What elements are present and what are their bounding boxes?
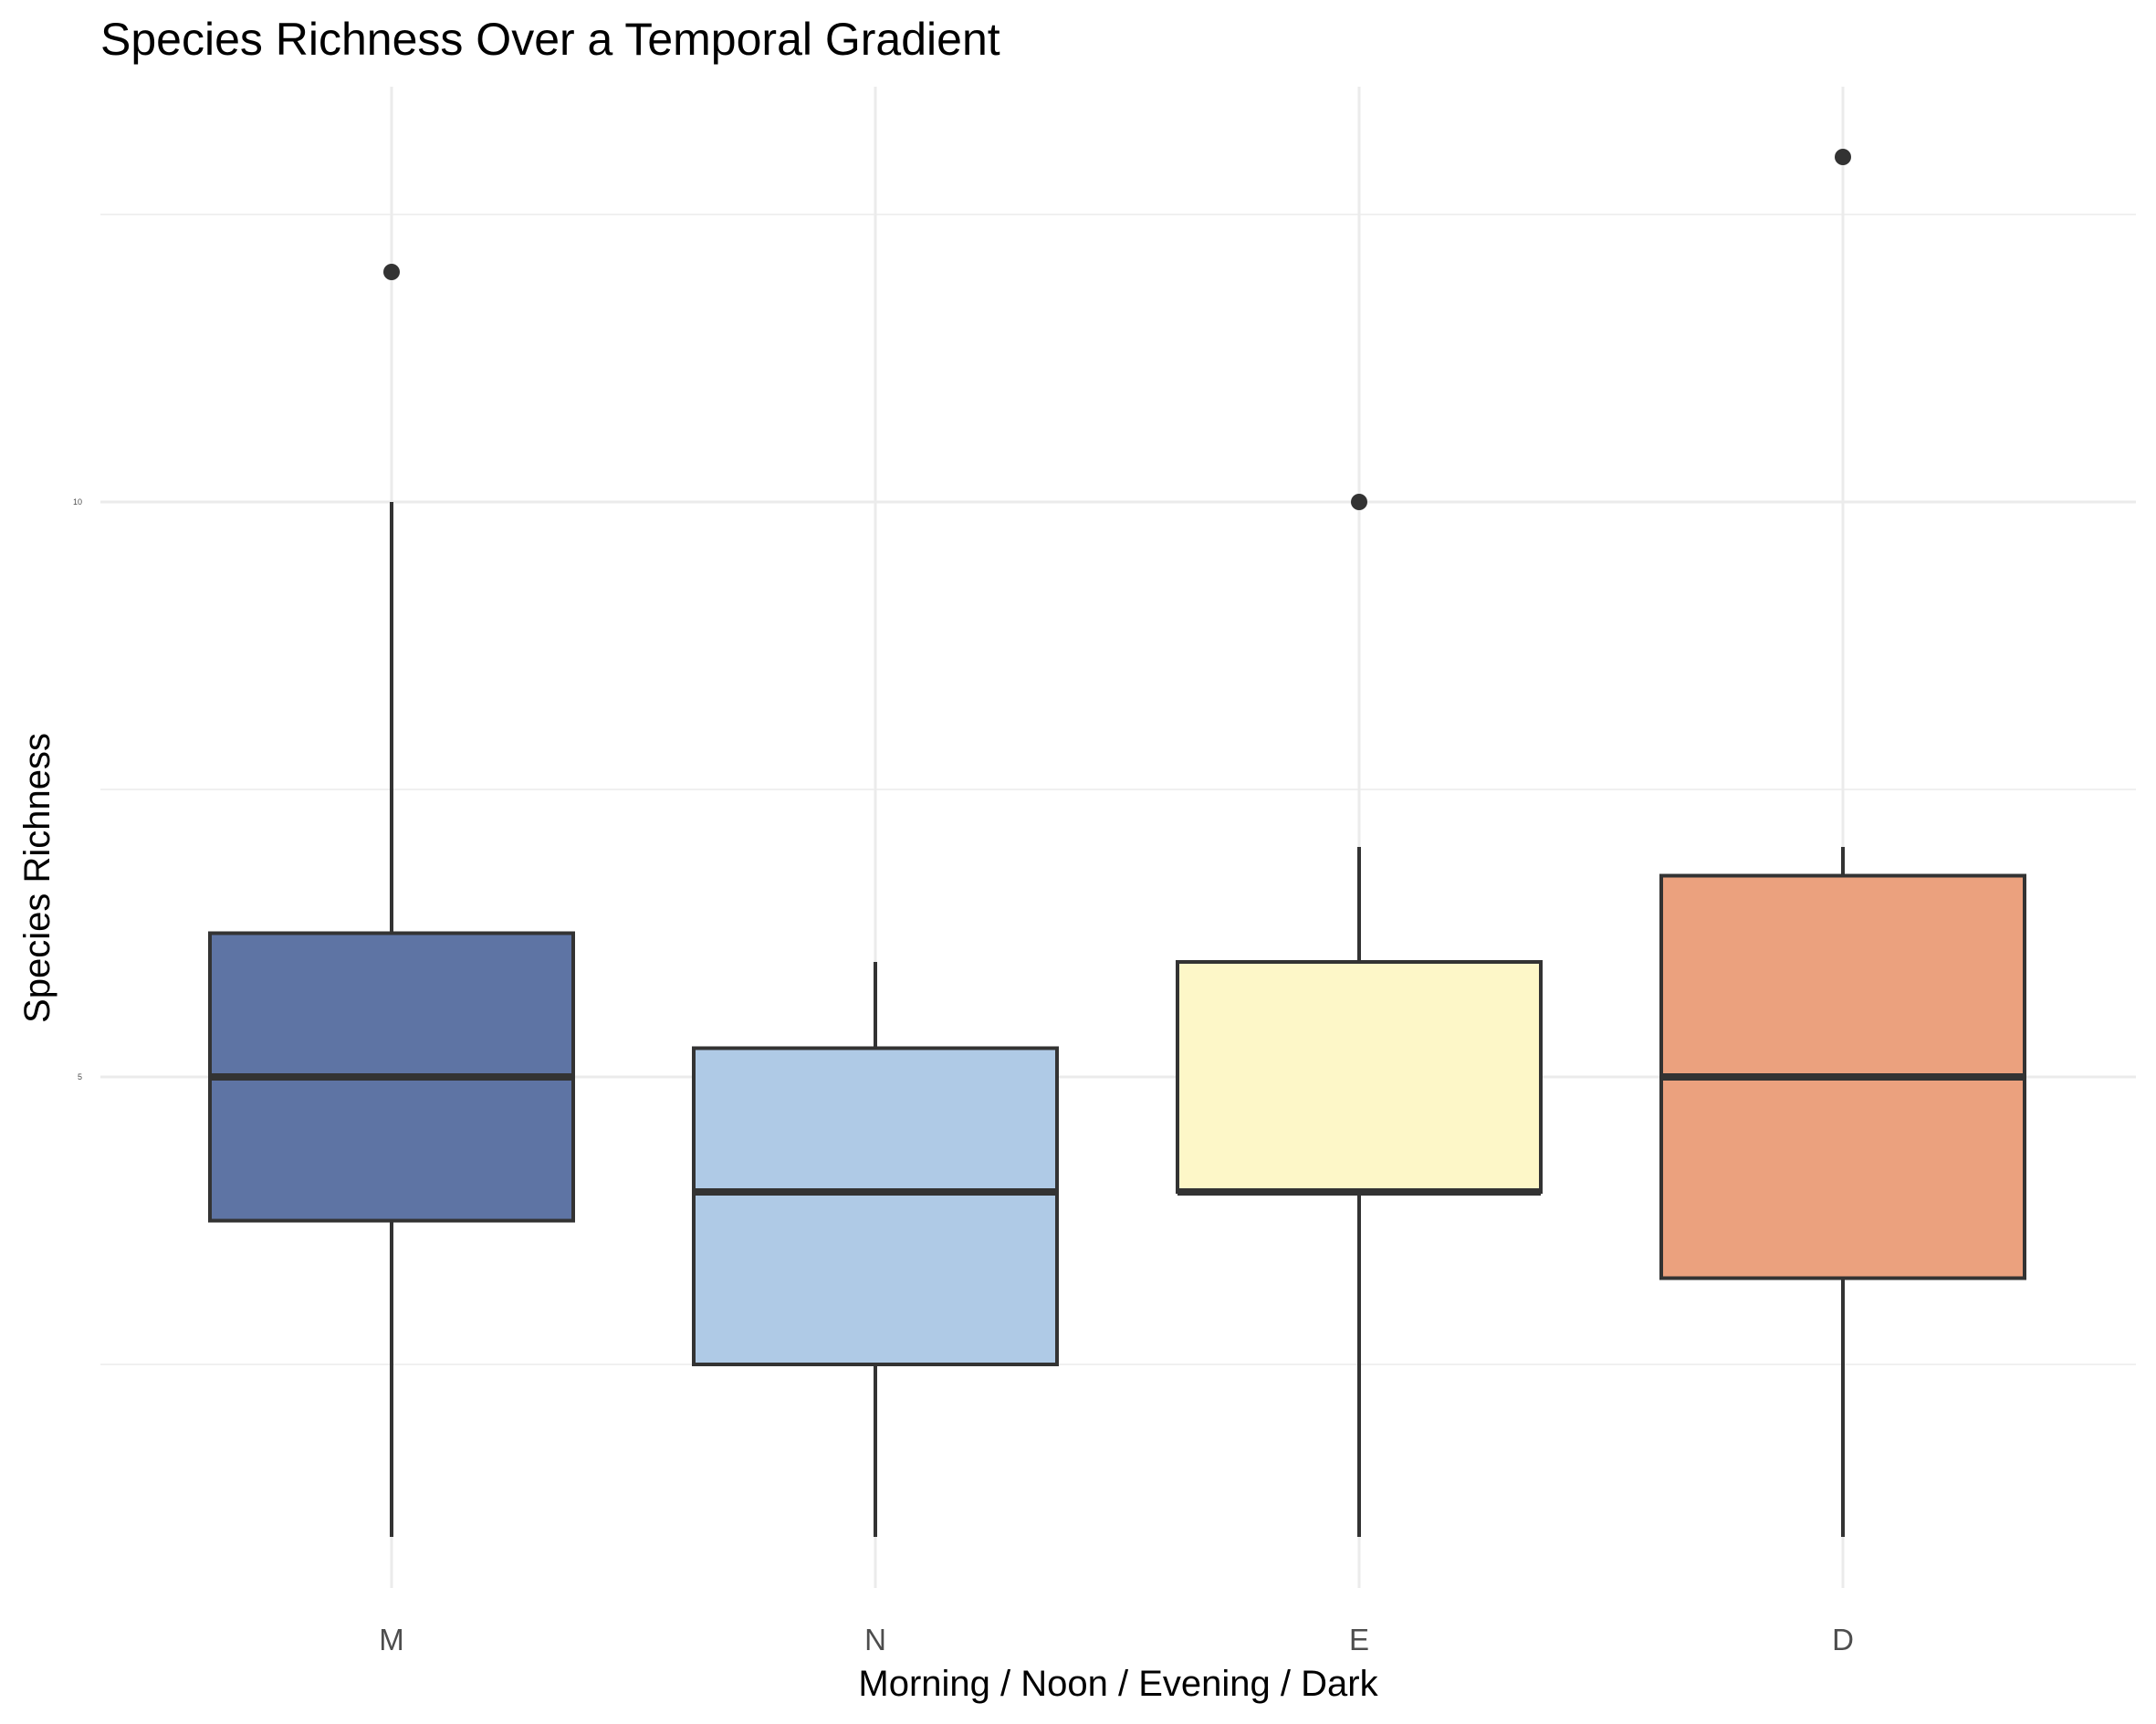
outlier-point bbox=[1351, 494, 1367, 510]
chart-title: Species Richness Over a Temporal Gradien… bbox=[100, 14, 1000, 65]
box-N bbox=[692, 962, 1059, 1537]
x-tick-label: E bbox=[1349, 1623, 1369, 1656]
y-tick-label: 5 bbox=[78, 1072, 82, 1081]
x-tick-label: N bbox=[864, 1623, 886, 1656]
outlier-point bbox=[383, 264, 400, 280]
outlier-point bbox=[1835, 149, 1851, 165]
x-tick-label: M bbox=[379, 1623, 404, 1656]
box-body bbox=[692, 1046, 1059, 1366]
y-axis-title: Species Richness bbox=[17, 733, 58, 1023]
grid-lines bbox=[100, 87, 2136, 1588]
box-D bbox=[1659, 149, 2026, 1537]
box-E bbox=[1176, 494, 1543, 1537]
boxplot-group bbox=[208, 149, 2026, 1537]
x-axis-title: Morning / Noon / Evening / Dark bbox=[858, 1664, 1378, 1704]
y-axis-ticks: 5 10 bbox=[73, 497, 82, 1081]
box-M bbox=[208, 264, 575, 1537]
y-tick-label: 10 bbox=[73, 497, 82, 507]
x-tick-label: D bbox=[1832, 1623, 1854, 1656]
box-body bbox=[1176, 960, 1543, 1194]
